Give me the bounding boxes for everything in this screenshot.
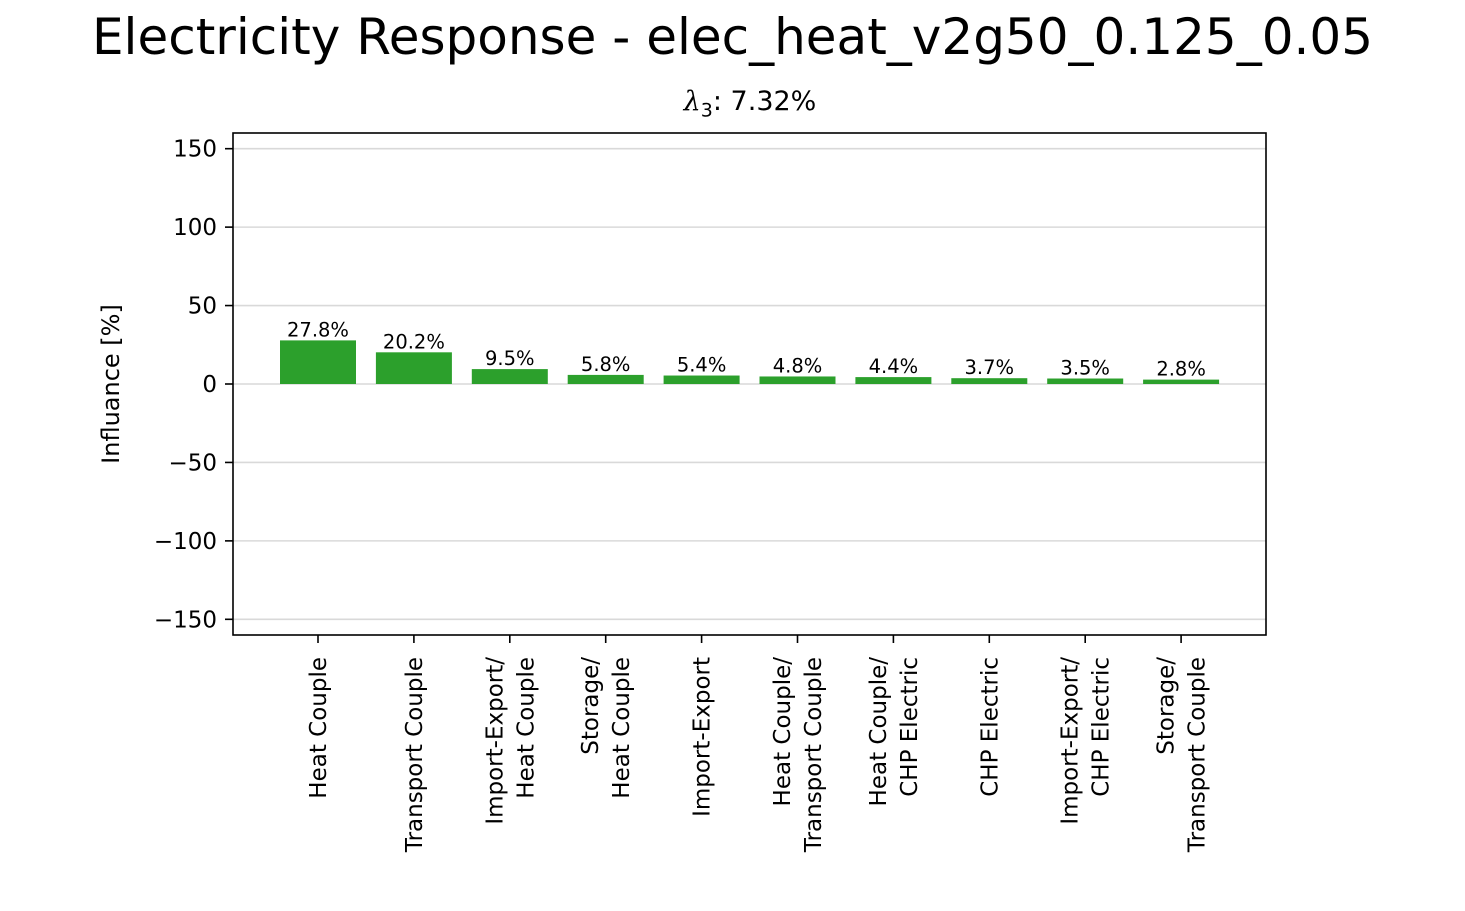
x-tick-label-line: CHP Electric: [977, 657, 1003, 797]
bar: [375, 352, 452, 384]
x-tick-label-line: Heat Couple/: [770, 657, 796, 807]
bar: [759, 376, 836, 384]
value-labels: 27.8% 20.2% 9.5% 5.8% 5.4% 4.8% 4.4% 3.7% 3.5% 2.…: [287, 318, 1206, 380]
x-tick-label-line: Heat Couple: [609, 657, 635, 799]
bar: [951, 378, 1028, 384]
value-label: 5.4%: [677, 354, 727, 377]
x-tick-label-line: Heat Couple: [513, 657, 539, 799]
y-tick-label: −50: [168, 450, 217, 476]
bar: [280, 340, 356, 384]
x-tick-label-line: Import-Export: [690, 657, 716, 817]
x-tick-label: Heat Couple/CHP Electric: [866, 657, 923, 807]
x-tick-label-line: Import-Export/: [482, 657, 508, 825]
x-tick-label-line: Heat Couple: [306, 657, 332, 799]
x-tick-label: Import-Export: [690, 657, 716, 817]
value-label: 5.8%: [581, 353, 631, 376]
x-tick-label-line: CHP Electric: [897, 657, 923, 797]
y-axis-label: Influance [%]: [97, 304, 125, 464]
value-label: 4.4%: [869, 355, 919, 378]
x-tick-label: Transport Couple: [402, 657, 428, 853]
bar: [855, 377, 932, 384]
subtitle-value: : 7.32%: [712, 86, 817, 117]
chart-title: Electricity Response - elec_heat_v2g50_0…: [91, 8, 1374, 66]
x-tick-label: Heat Couple/Transport Couple: [770, 657, 827, 853]
x-tick-label: Storage/Heat Couple: [578, 657, 635, 799]
y-tick-label: −100: [154, 529, 217, 555]
bar: [1047, 378, 1124, 384]
y-tick-label: −150: [154, 607, 217, 633]
bars: [280, 340, 1220, 384]
x-tick-label: CHP Electric: [977, 657, 1003, 797]
y-tick-label: 100: [173, 215, 217, 241]
value-label: 2.8%: [1156, 358, 1206, 381]
y-axis-ticks: 150 100 50 0 −50 −100 −150: [154, 137, 233, 633]
bar: [471, 369, 548, 384]
x-tick-label-line: Transport Couple: [801, 657, 827, 853]
x-axis-ticks: Heat Couple Transport Couple Import-Export…: [306, 635, 1211, 853]
lambda-symbol: λ: [683, 86, 701, 117]
y-tick-label: 0: [202, 372, 217, 398]
x-tick-label-line: Heat Couple/: [866, 657, 892, 807]
value-label: 3.7%: [965, 356, 1015, 379]
y-tick-label: 150: [173, 137, 217, 163]
x-tick-label-line: Transport Couple: [1185, 657, 1211, 853]
x-tick-label-line: Import-Export/: [1058, 657, 1084, 825]
chart-subtitle: λ3: 7.32%: [0, 88, 1465, 120]
bar: [567, 374, 644, 384]
x-tick-label: Storage/Transport Couple: [1154, 657, 1211, 853]
x-tick-label: Import-Export/CHP Electric: [1058, 657, 1115, 825]
x-tick-label: Heat Couple: [306, 657, 332, 799]
x-tick-label: Import-Export/Heat Couple: [482, 657, 539, 825]
bar: [1143, 379, 1220, 384]
x-tick-label-line: Storage/: [1154, 657, 1180, 755]
value-label: 9.5%: [485, 347, 535, 370]
value-label: 20.2%: [383, 330, 445, 353]
bar: [663, 375, 740, 384]
x-tick-label-line: CHP Electric: [1089, 657, 1115, 797]
value-label: 3.5%: [1060, 357, 1110, 380]
value-label: 27.8%: [287, 318, 349, 341]
y-tick-label: 50: [188, 294, 217, 320]
value-label: 4.8%: [773, 354, 823, 377]
x-tick-label-line: Storage/: [578, 657, 604, 755]
lambda-subscript: 3: [700, 99, 713, 122]
x-tick-label-line: Transport Couple: [402, 657, 428, 853]
